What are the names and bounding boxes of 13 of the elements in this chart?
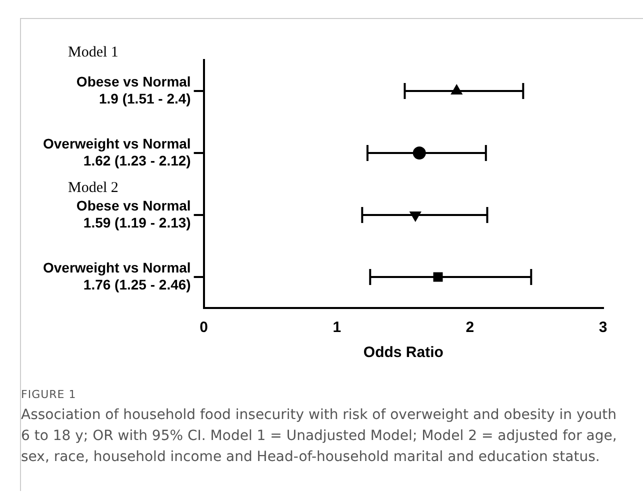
text: Model 2	[68, 180, 118, 196]
y-tick-label: Overweight vs Normal 1.76 (1.25 - 2.46)	[43, 259, 191, 292]
x-tick-label: 1	[332, 319, 342, 336]
x-tick-label: 3	[598, 319, 608, 336]
y-tick-label: Overweight vs Normal 1.62 (1.23 - 2.12)	[43, 135, 191, 168]
caption: FIGURE 1	[21, 388, 78, 401]
x-axis-title: Odds Ratio	[363, 344, 444, 362]
y-tick-label: Obese vs Normal 1.59 (1.19 - 2.13)	[76, 197, 191, 230]
text: Model 1	[68, 44, 118, 60]
x-tick-label: 0	[200, 319, 208, 336]
x-tick-label: 2	[466, 319, 474, 336]
text: Association of household food insecurity with risk of overweight and obesity in youth 6 to 18 y; OR with 95% CI. Model 1 = Unadjusted Model; Model 2 = adjusted for age, sex, race, household income and Head-of-household marital and education status.	[21, 406, 618, 467]
y-tick-label: Obese vs Normal 1.9 (1.51 - 2.4)	[76, 73, 191, 106]
